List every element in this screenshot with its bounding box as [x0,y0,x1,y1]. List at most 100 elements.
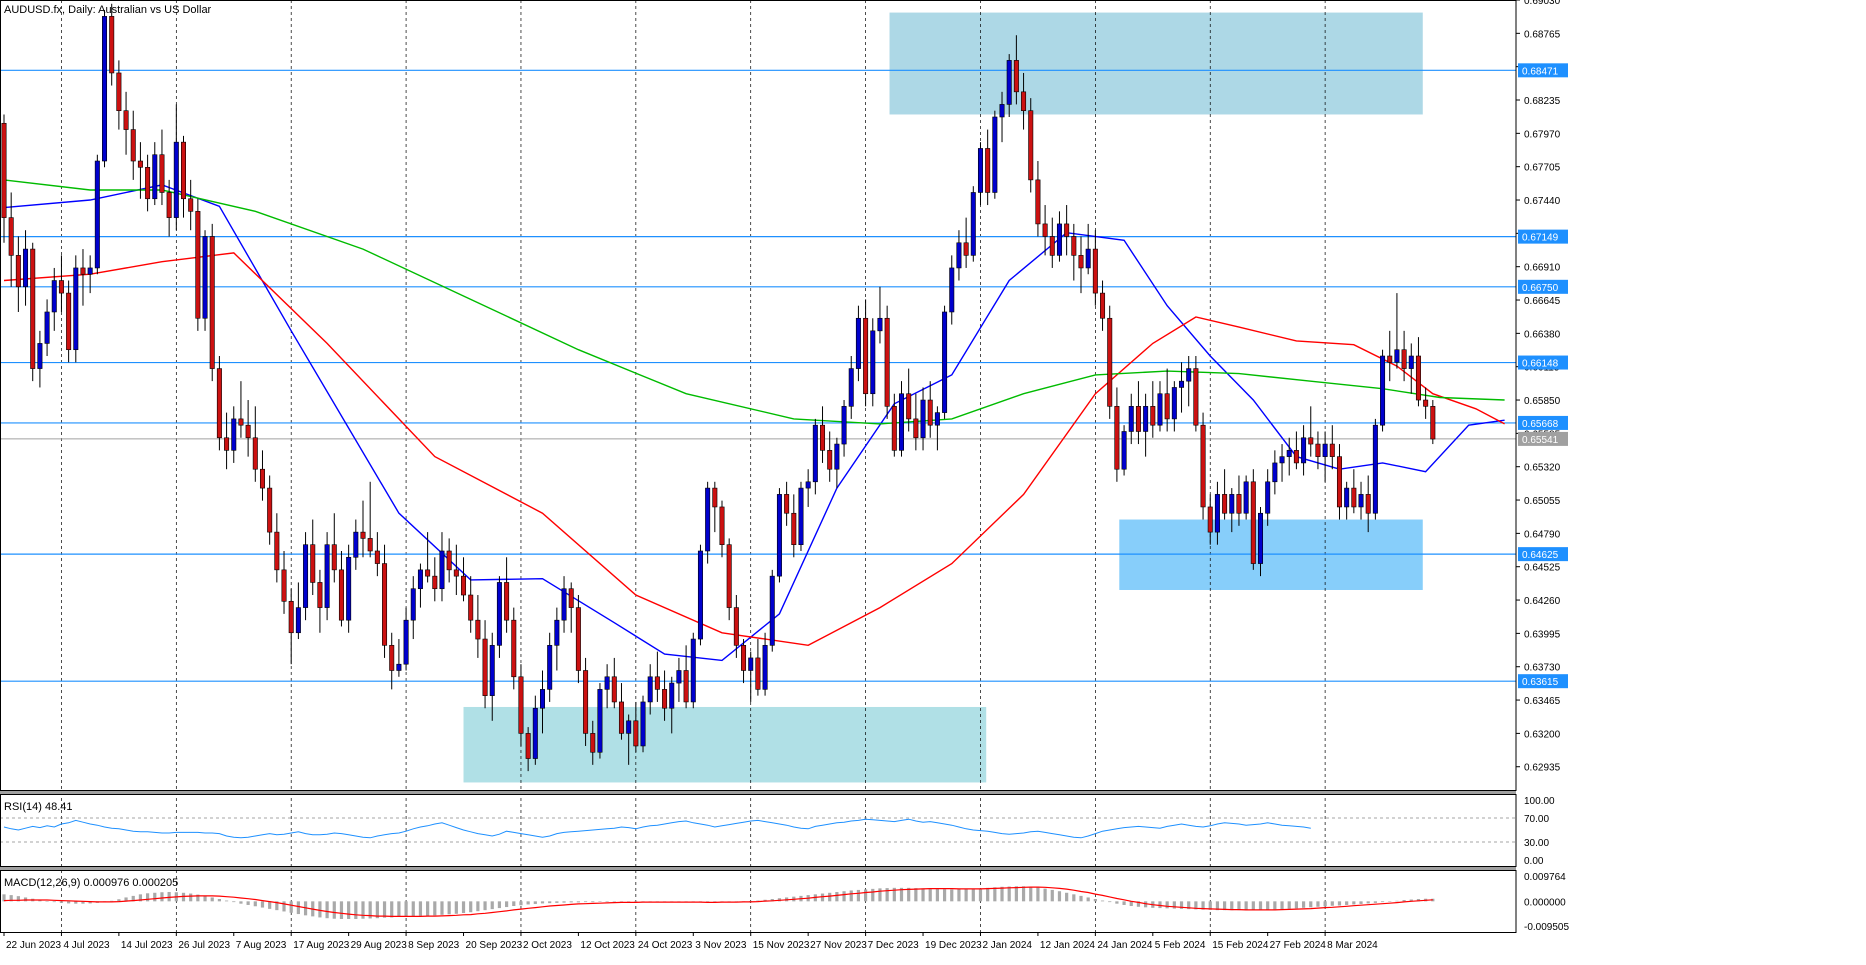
candle [662,670,668,721]
candle-body [1265,481,1271,514]
panel-frame [0,794,1517,867]
candle [504,557,510,633]
candle [1258,506,1264,577]
candle [741,639,747,684]
candle-body [848,368,854,407]
candle-body [1143,406,1149,432]
candle [1236,475,1242,526]
candle [934,406,940,451]
macd-histogram-bar [512,901,516,907]
candle [1,114,7,243]
macd-histogram-bar [928,888,932,902]
candle-body [741,645,747,671]
candle-body [259,468,265,489]
candle [37,330,43,388]
level-price-tag [1518,355,1568,370]
candle-body [1128,406,1134,432]
x-tick-label: 26 Jul 2023 [178,940,230,951]
candle [1380,349,1386,432]
candle-body [1214,494,1220,533]
x-tick-label: 14 Jul 2023 [121,940,173,951]
candle [1222,469,1228,520]
candle [547,632,553,702]
candle [425,532,431,583]
macd-histogram-bar [526,901,530,905]
macd-histogram-bar [296,901,300,915]
rsi-title: RSI(14) 48.41 [4,801,72,813]
macd-histogram-bar [1187,901,1191,910]
candle-body [1193,368,1199,426]
macd-histogram-bar [1294,901,1298,909]
candle-body [697,550,703,640]
panel-separator[interactable] [0,867,1516,870]
macd-histogram-bar [1086,897,1090,902]
candle-body [188,198,194,212]
candle-body [1064,223,1070,237]
candle [374,532,380,577]
macd-histogram-bar [612,901,616,902]
macd-histogram-bar [627,901,631,902]
candle [920,387,926,451]
y-tick-label: 0.63200 [1524,729,1561,740]
macd-histogram-bar [1309,901,1313,908]
macd-histogram-bar [583,901,588,903]
x-tick-label: 22 Jun 2023 [6,940,61,951]
candle-body [705,487,711,552]
candle-body [1329,443,1335,457]
grid-layer [61,0,1326,932]
candle-body [690,638,696,703]
candle-body [403,619,409,665]
level-price-label: 0.65668 [1522,419,1559,430]
candle [1207,494,1213,545]
candle [992,110,998,199]
macd-histogram-bar [1323,901,1327,907]
candle-body [712,487,718,508]
candle-body [1006,60,1012,105]
candle [1336,444,1342,520]
candle [575,595,581,684]
macd-histogram-bar [88,901,92,904]
current-price-tag [1518,431,1568,446]
macd-histogram-bar [1416,899,1421,902]
macd-histogram-bar [447,901,451,915]
candle-body [252,437,258,470]
candle [80,249,86,306]
panel-separator[interactable] [0,791,1516,794]
candle [956,230,962,281]
y-tick-label: 0.66645 [1524,296,1561,307]
macd-histogram-bar [2,894,6,902]
candle-body [145,167,151,200]
candle [913,393,919,451]
candle [1214,481,1220,545]
y-tick-label: 0.68765 [1524,29,1561,40]
macd-histogram-bar [1194,901,1198,910]
candle [719,500,725,558]
rsi-panel [0,817,1516,843]
macd-histogram-bar [1122,901,1126,905]
macd-histogram-bar [1223,901,1227,911]
macd-histogram-bar [942,889,947,902]
candle [626,714,632,765]
macd-histogram-bar [634,901,638,903]
candle-body [1056,223,1062,256]
candle [1021,72,1027,130]
candle-body [985,148,991,193]
macd-histogram-bar [1108,901,1112,903]
level-price-label: 0.68471 [1522,66,1559,77]
candle [403,607,409,671]
candle-body [1293,450,1299,464]
candle-body [288,601,294,634]
candle [173,104,179,231]
candle-body [23,248,29,288]
candle [1250,469,1256,570]
candle-body [1107,317,1113,407]
level-price-tag [1518,229,1568,244]
candle-body [906,393,912,420]
macd-histogram-bar [1273,901,1277,910]
candle-body [432,575,438,590]
candle-body [884,317,890,407]
macd-histogram-bar [217,899,221,902]
y-tick-label: 0.67440 [1524,196,1561,207]
candle-body [1200,424,1206,508]
